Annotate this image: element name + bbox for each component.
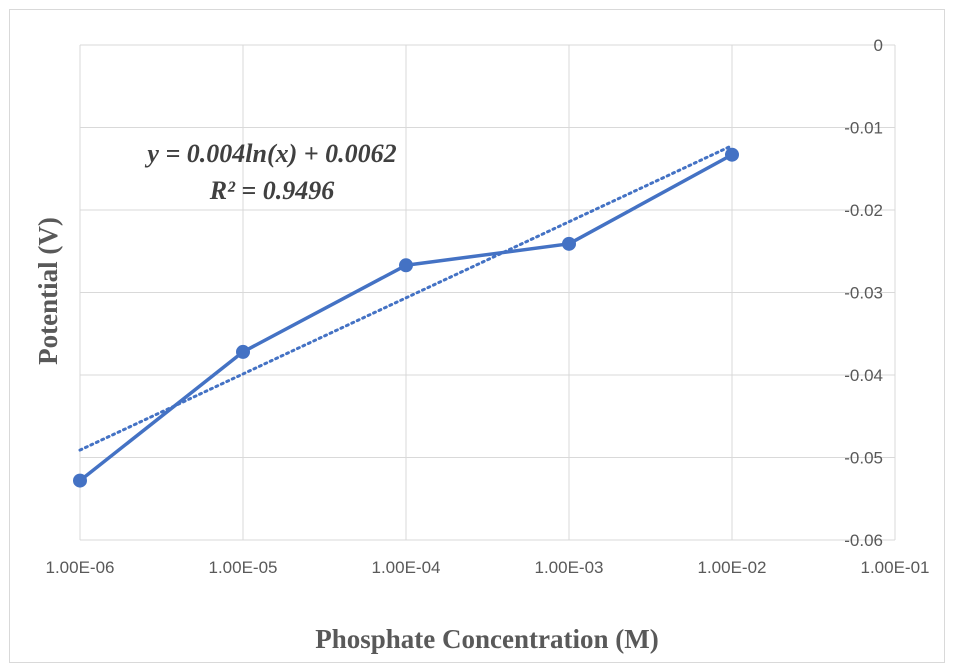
x-tick-label: 1.00E-05	[209, 558, 278, 577]
x-tick-label: 1.00E-01	[861, 558, 930, 577]
y-tick-label: -0.02	[844, 201, 883, 220]
y-tick-label: -0.04	[844, 366, 883, 385]
trendline	[78, 144, 734, 452]
y-tick-label: -0.03	[844, 284, 883, 303]
y-tick-label: -0.05	[844, 449, 883, 468]
gridlines	[79, 44, 896, 541]
x-tick-labels: 1.00E-06 1.00E-05 1.00E-04 1.00E-03 1.00E-02…	[46, 558, 930, 577]
trendline-r-squared: R² = 0.9496	[209, 176, 334, 205]
data-point	[562, 236, 576, 251]
y-tick-label: 0	[874, 36, 883, 55]
y-tick-label: -0.06	[844, 531, 883, 550]
chart-frame	[9, 9, 945, 663]
data-point	[73, 473, 87, 488]
x-tick-label: 1.00E-03	[535, 558, 604, 577]
y-axis-title: Potential (V)	[33, 217, 63, 365]
data-point	[236, 344, 250, 359]
y-tick-label: -0.01	[844, 119, 883, 138]
data-point	[399, 258, 413, 273]
x-tick-label: 1.00E-06	[46, 558, 115, 577]
y-tick-labels: 0 -0.01 -0.02 -0.03 -0.04 -0.05 -0.06	[844, 36, 883, 550]
trendline-equation: y = 0.004ln(x) + 0.0062	[144, 139, 396, 168]
data-point	[725, 147, 739, 162]
x-tick-label: 1.00E-02	[698, 558, 767, 577]
x-tick-label: 1.00E-04	[372, 558, 441, 577]
series-group	[73, 147, 739, 488]
x-axis-title: Phosphate Concentration (M)	[315, 624, 658, 654]
trendline-group	[78, 144, 734, 452]
